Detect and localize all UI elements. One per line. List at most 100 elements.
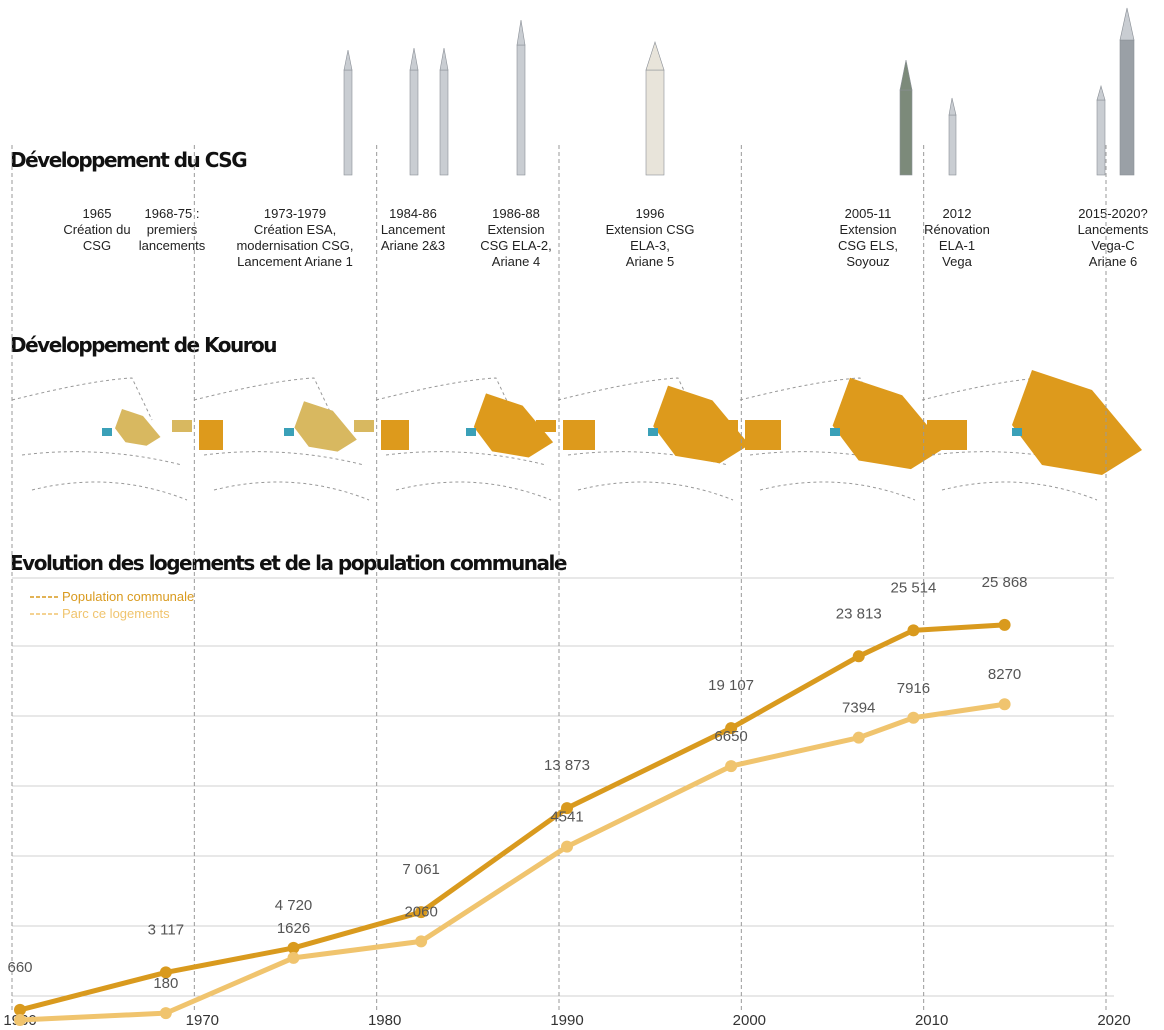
urban-area xyxy=(199,420,223,450)
maps xyxy=(11,370,1142,501)
legend-label: Parc ce logements xyxy=(62,606,170,621)
map-outline xyxy=(193,377,370,501)
data-point xyxy=(852,650,865,663)
data-label: 180 xyxy=(153,975,178,992)
data-label: 1626 xyxy=(277,920,310,937)
event-text: Soyouz xyxy=(846,254,889,269)
data-point xyxy=(159,966,172,979)
event-text: CSG ELS, xyxy=(838,238,898,253)
event-text: Création du xyxy=(63,222,130,237)
event-text: modernisation CSG, xyxy=(236,238,353,253)
event-text: 1968-75 : xyxy=(145,206,200,221)
urban-area xyxy=(172,420,192,432)
data-label: 7916 xyxy=(897,680,930,697)
event-text: Extension CSG xyxy=(606,222,695,237)
urban-area xyxy=(294,401,357,452)
data-label: 3 117 xyxy=(148,921,184,938)
urban-area xyxy=(718,420,738,432)
event-text: 1973-1979 xyxy=(264,206,326,221)
event-text: Vega xyxy=(942,254,972,269)
urban-area xyxy=(745,420,781,450)
event-text: Extension xyxy=(487,222,544,237)
series-line xyxy=(19,622,1005,1013)
map-outline xyxy=(557,377,734,501)
data-label: 4541 xyxy=(550,809,583,826)
event-text: premiers xyxy=(147,222,198,237)
urban-area xyxy=(115,409,161,446)
map-outline xyxy=(375,377,552,501)
water xyxy=(830,428,840,436)
event-text: Ariane 2&3 xyxy=(381,238,445,253)
urban-area xyxy=(354,420,374,432)
water xyxy=(1012,428,1022,436)
data-label: 7394 xyxy=(842,700,875,717)
map-outline xyxy=(921,377,1098,501)
data-point xyxy=(561,802,573,815)
rockets xyxy=(343,7,1135,176)
urban-area xyxy=(927,420,967,450)
x-tick-label: 2020 xyxy=(1097,1012,1130,1029)
data-point xyxy=(415,906,428,919)
urban-area xyxy=(473,393,554,458)
data-point xyxy=(561,840,573,853)
data-label: 2060 xyxy=(404,903,437,920)
event-text: 2012 xyxy=(943,206,972,221)
event-text: 1984-86 xyxy=(389,206,437,221)
legend-label: Population communale xyxy=(62,589,194,604)
data-point xyxy=(907,624,920,637)
data-label: 660 xyxy=(7,959,32,976)
x-tick-label: 2010 xyxy=(915,1012,948,1029)
x-tick-label: 1980 xyxy=(368,1012,401,1029)
event-text: Lancements xyxy=(1078,222,1149,237)
data-point xyxy=(415,935,428,948)
water xyxy=(466,428,476,436)
event-text: Ariane 4 xyxy=(492,254,540,269)
section-title: Développement de Kourou xyxy=(10,333,276,357)
x-tick-label: 2000 xyxy=(733,1012,766,1029)
chart-title: Evolution des logements et de la populat… xyxy=(10,551,567,575)
event-text: 2005-11 xyxy=(845,206,892,221)
data-point xyxy=(287,951,300,964)
data-label: 8270 xyxy=(988,666,1021,683)
event-text: 1996 xyxy=(636,206,665,221)
grid xyxy=(12,577,1114,997)
data-label: 4 720 xyxy=(275,897,313,914)
urban-area xyxy=(1012,370,1142,475)
urban-area xyxy=(536,420,556,432)
data-point xyxy=(14,1003,26,1016)
event-text: Rénovation xyxy=(924,222,990,237)
water xyxy=(648,428,658,436)
event-text: 2015-2020? xyxy=(1078,206,1147,221)
water xyxy=(284,428,294,436)
data-label: 13 873 xyxy=(544,757,590,774)
data-point xyxy=(287,941,300,954)
data-label: 23 813 xyxy=(836,605,882,622)
urban-area xyxy=(381,420,409,450)
data-point xyxy=(852,731,865,744)
urban-area xyxy=(1082,420,1102,432)
event-text: Lancement Ariane 1 xyxy=(237,254,353,269)
data-point xyxy=(998,698,1011,711)
event-text: ELA-3, xyxy=(630,238,670,253)
map-outline xyxy=(739,377,916,501)
data-point xyxy=(159,1007,172,1020)
section-title: Développement du CSG xyxy=(10,148,246,172)
event-text: CSG xyxy=(83,238,111,253)
event-text: lancements xyxy=(139,238,206,253)
data-label: 25 514 xyxy=(890,579,936,596)
data-label: 25 868 xyxy=(982,574,1028,591)
data-point xyxy=(907,711,920,724)
data-label: 6650 xyxy=(714,728,747,745)
x-tick-label: 1990 xyxy=(550,1012,583,1029)
x-tick-label: 1970 xyxy=(186,1012,219,1029)
event-text: 1986-88 xyxy=(492,206,540,221)
data-point xyxy=(998,618,1011,631)
data-point xyxy=(725,722,738,735)
event-text: Ariane 6 xyxy=(1089,254,1137,269)
data-label: 7 061 xyxy=(402,861,440,878)
urban-area xyxy=(653,385,750,464)
urban-area xyxy=(900,420,920,432)
data-point xyxy=(725,760,738,773)
water xyxy=(102,428,112,436)
